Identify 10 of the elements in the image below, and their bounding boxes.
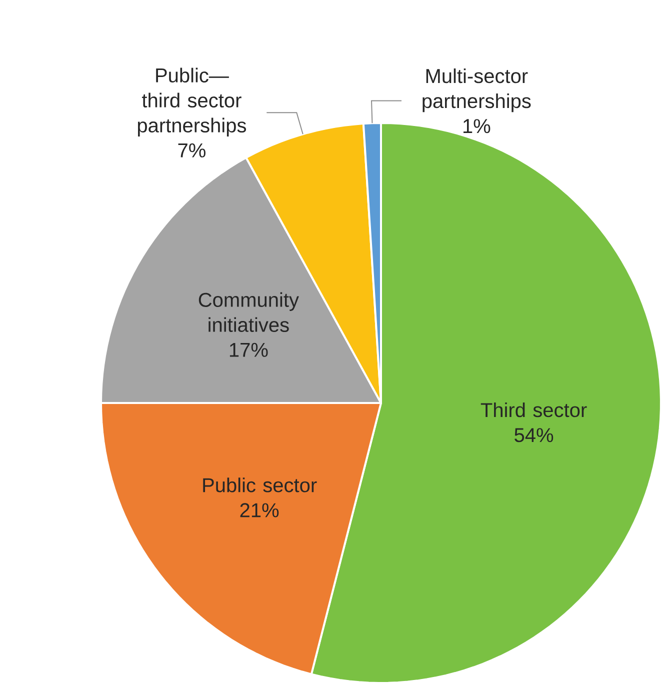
slice-label: Community initiatives	[198, 292, 299, 332]
data-label: 1%	[464, 119, 490, 134]
data-label: 7%	[178, 143, 206, 158]
data-label: 21%	[240, 503, 279, 518]
slice-label: Public—third sector partnerships	[138, 68, 246, 136]
slice-label: Third sector	[480, 402, 587, 418]
slice-label: Multi-sector partnerships	[422, 68, 531, 112]
data-label: 17%	[230, 342, 268, 357]
data-label: 54%	[514, 428, 554, 442]
slice-label: Public sector	[203, 478, 317, 492]
